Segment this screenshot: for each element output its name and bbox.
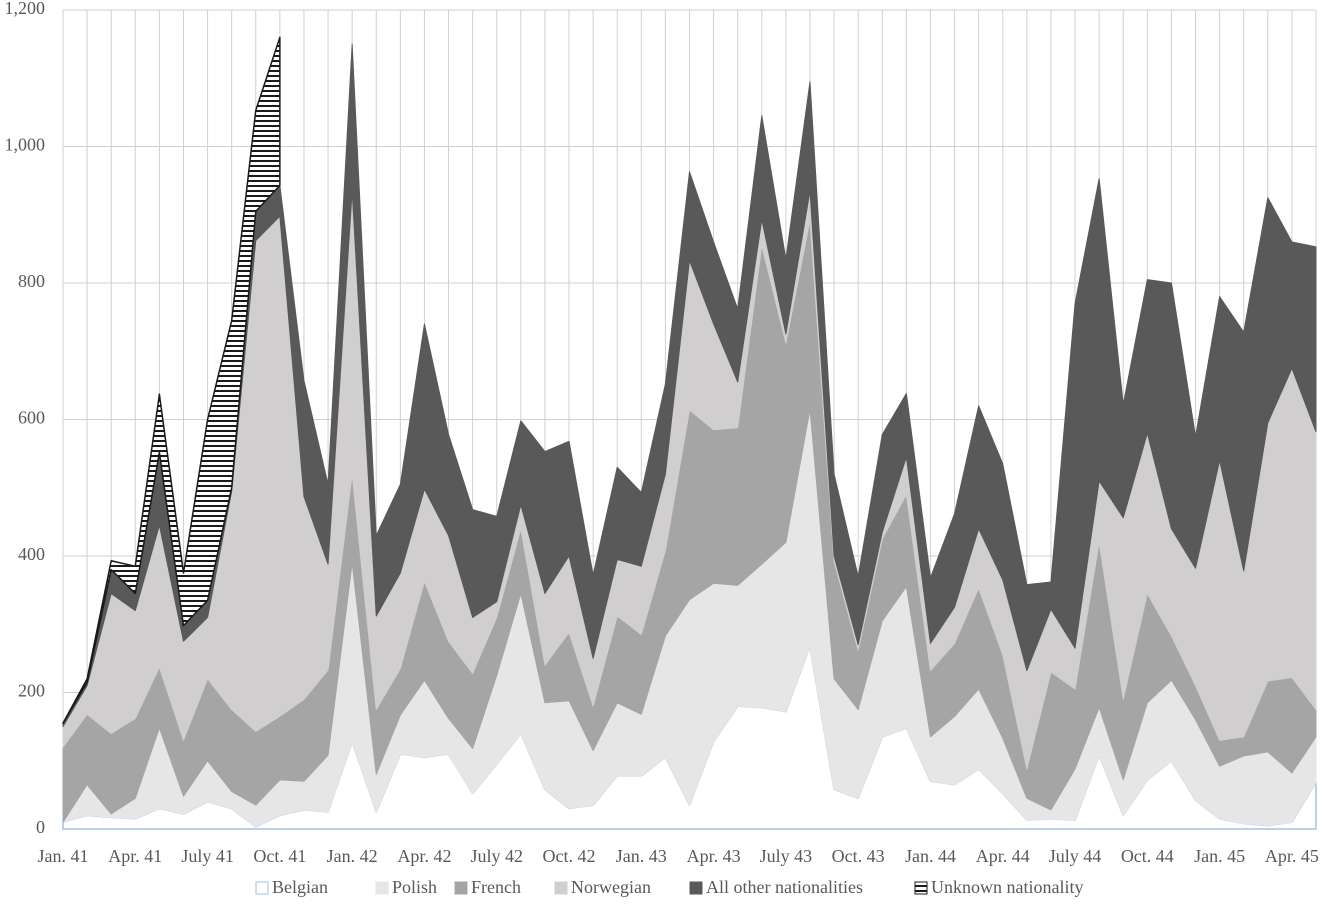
x-tick-label: Apr. 42 [397,846,451,866]
x-tick-label: Jan. 45 [1194,846,1245,866]
y-tick-label: 200 [18,681,45,701]
x-tick-label: Oct. 41 [253,846,306,866]
legend-label: Norwegian [571,877,651,897]
x-tick-label: July 42 [470,846,523,866]
area [62,43,1317,728]
y-tick-label: 1,200 [5,0,46,18]
x-tick-label: Apr. 41 [108,846,162,866]
y-tick-label: 600 [18,408,45,428]
areas [62,36,1317,830]
y-tick-label: 1,000 [5,135,46,155]
x-tick-label: July 43 [760,846,813,866]
legend-label: All other nationalities [706,877,863,897]
x-tick-label: Jan. 42 [327,846,378,866]
legend-swatch [689,881,703,895]
x-tick-label: Jan. 44 [905,846,956,866]
legend-label: Belgian [272,877,328,897]
legend-swatch [454,881,468,895]
y-tick-label: 800 [18,271,45,291]
legend-swatch [255,881,269,895]
x-tick-label: Jan. 41 [38,846,89,866]
legend-swatch [375,881,389,895]
x-tick-label: Jan. 43 [616,846,667,866]
x-tick-label: Oct. 43 [832,846,885,866]
x-tick-label: Apr. 43 [687,846,741,866]
legend-label: Unknown nationality [931,877,1083,897]
y-tick-label: 400 [18,544,45,564]
legend-swatch [914,881,928,895]
x-tick-label: Apr. 44 [976,846,1030,866]
x-tick-label: Apr. 45 [1265,846,1319,866]
legend-label: French [471,877,521,897]
legend-swatch [554,881,568,895]
labels: 0 200 400 600 800 1,000 1,200 Jan. 41 Apr. 41 Jul… [5,0,1319,897]
x-tick-label: July 41 [181,846,234,866]
x-tick-label: July 44 [1049,846,1102,866]
x-tick-label: Oct. 44 [1121,846,1174,866]
y-tick-label: 0 [36,817,45,837]
legend-label: Polish [392,877,437,897]
x-tick-label: Oct. 42 [543,846,596,866]
area [62,36,281,724]
